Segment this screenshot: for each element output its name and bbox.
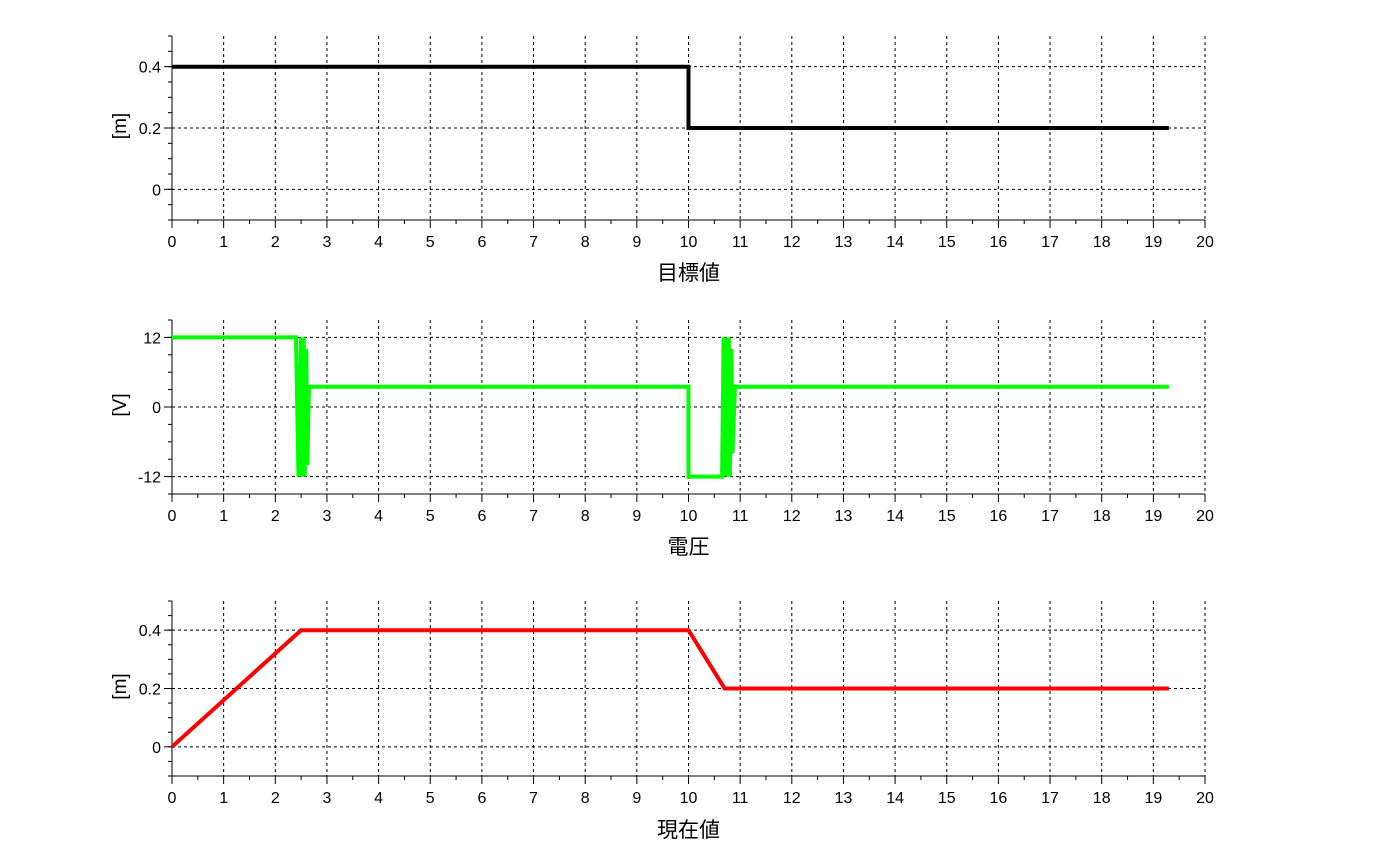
x-tick-label: 17: [1041, 234, 1059, 251]
x-tick-label: 3: [322, 508, 331, 525]
chart-2-ylabel: [m]: [110, 673, 131, 699]
y-tick-label: 0: [152, 740, 161, 757]
x-tick-label: 3: [322, 790, 331, 807]
x-tick-label: 20: [1196, 790, 1214, 807]
x-tick-label: 15: [938, 790, 956, 807]
x-tick-label: 19: [1144, 508, 1162, 525]
x-tick-label: 7: [529, 508, 538, 525]
x-tick-label: 1: [219, 790, 228, 807]
y-tick-label: 0.2: [139, 682, 161, 699]
x-tick-label: 0: [168, 234, 177, 251]
chart-1-series-line: [172, 335, 1169, 479]
chart-0-ylabel: [m]: [110, 113, 131, 139]
x-tick-label: 6: [477, 790, 486, 807]
chart-2-series-line: [170, 628, 1169, 749]
x-tick-label: 17: [1041, 790, 1059, 807]
chart-2-xlabel: 現在値: [657, 818, 720, 842]
x-tick-label: 15: [938, 508, 956, 525]
x-tick-label: 20: [1196, 508, 1214, 525]
y-tick-label: 0: [152, 182, 161, 199]
x-tick-label: 13: [835, 234, 853, 251]
x-tick-label: 6: [477, 508, 486, 525]
x-tick-label: 18: [1093, 234, 1111, 251]
x-tick-label: 5: [426, 508, 435, 525]
y-tick-label: 0.2: [139, 121, 161, 138]
x-tick-label: 10: [680, 234, 698, 251]
x-tick-label: 15: [938, 234, 956, 251]
x-tick-label: 11: [732, 790, 749, 807]
x-tick-label: 13: [835, 790, 853, 807]
x-tick-label: 0: [168, 508, 177, 525]
x-tick-label: 13: [835, 508, 853, 525]
x-tick-label: 10: [680, 790, 698, 807]
x-tick-label: 9: [632, 234, 641, 251]
x-tick-label: 3: [322, 234, 331, 251]
x-tick-label: 8: [581, 508, 590, 525]
chart-0-series-line: [172, 64, 1169, 130]
x-tick-label: 4: [374, 234, 383, 251]
x-tick-label: 10: [680, 508, 698, 525]
x-tick-label: 12: [783, 234, 801, 251]
x-tick-label: 19: [1144, 790, 1162, 807]
x-tick-label: 14: [886, 234, 904, 251]
chart-1-xlabel: 電圧: [668, 535, 710, 559]
x-tick-label: 20: [1196, 234, 1214, 251]
y-tick-label: 0.4: [139, 623, 161, 640]
x-tick-label: 18: [1093, 790, 1111, 807]
chart-voltage: 0 1 2 3 4 5 6 7 8 9 10 11 12 13 14 15 16 17 18 19 20-12012電圧…: [110, 319, 1214, 559]
x-tick-label: 1: [219, 508, 228, 525]
chart-1-grid: [172, 320, 1206, 494]
x-tick-label: 16: [990, 234, 1008, 251]
x-tick-label: 8: [581, 790, 590, 807]
x-tick-label: 4: [374, 790, 383, 807]
x-tick-label: 7: [529, 790, 538, 807]
x-tick-label: 2: [271, 790, 280, 807]
x-tick-label: 12: [783, 508, 801, 525]
x-tick-label: 5: [426, 234, 435, 251]
y-tick-label: 0.4: [139, 60, 161, 77]
y-tick-label: 0: [152, 400, 161, 417]
x-tick-label: 0: [168, 790, 177, 807]
x-tick-label: 6: [477, 234, 486, 251]
x-tick-label: 8: [581, 234, 590, 251]
x-tick-label: 2: [271, 508, 280, 525]
x-tick-label: 12: [783, 790, 801, 807]
y-tick-label: 12: [143, 330, 161, 347]
x-tick-label: 14: [886, 508, 904, 525]
x-tick-label: 2: [271, 234, 280, 251]
x-tick-label: 1: [219, 234, 228, 251]
x-tick-label: 11: [732, 234, 749, 251]
x-tick-label: 16: [990, 790, 1008, 807]
x-tick-label: 5: [426, 790, 435, 807]
x-tick-label: 16: [990, 508, 1008, 525]
x-tick-label: 18: [1093, 508, 1111, 525]
x-tick-label: 17: [1041, 508, 1059, 525]
x-tick-label: 19: [1144, 234, 1162, 251]
chart-0-xlabel: 目標値: [657, 261, 720, 285]
x-tick-label: 7: [529, 234, 538, 251]
chart-1-ylabel: [V]: [110, 393, 131, 416]
chart-target-value: 0 1 2 3 4 5 6 7 8 9 10 11 12 13 14 15 16 17 18 19 2000.20.4目…: [110, 35, 1214, 285]
y-tick-label: -12: [138, 470, 161, 487]
x-tick-label: 9: [632, 508, 641, 525]
x-tick-label: 11: [732, 508, 749, 525]
x-tick-label: 14: [886, 790, 904, 807]
x-tick-label: 9: [632, 790, 641, 807]
x-tick-label: 4: [374, 508, 383, 525]
chart-current-value: 0 1 2 3 4 5 6 7 8 9 10 11 12 13 14 15 16 17 18 19 2000.20.4現…: [110, 600, 1214, 842]
